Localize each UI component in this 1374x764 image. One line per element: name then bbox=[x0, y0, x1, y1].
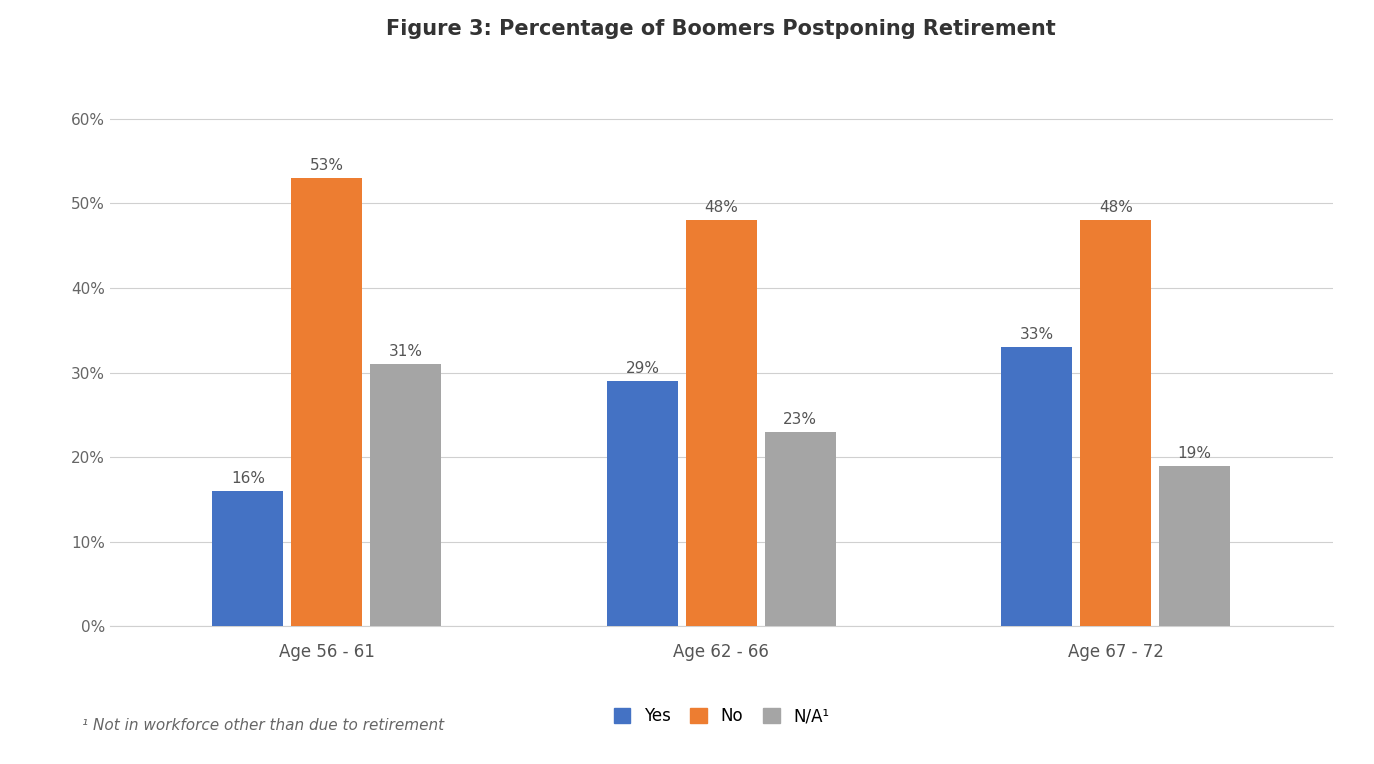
Bar bbox=[1160, 466, 1230, 626]
Bar bbox=[765, 432, 835, 626]
Bar bbox=[686, 220, 757, 626]
Bar bbox=[1002, 347, 1073, 626]
Legend: Yes, No, N/A¹: Yes, No, N/A¹ bbox=[607, 701, 835, 732]
Bar bbox=[370, 364, 441, 626]
Text: ¹ Not in workforce other than due to retirement: ¹ Not in workforce other than due to ret… bbox=[82, 718, 445, 733]
Text: 48%: 48% bbox=[705, 200, 738, 215]
Text: 48%: 48% bbox=[1099, 200, 1132, 215]
Bar bbox=[607, 381, 677, 626]
Text: 19%: 19% bbox=[1178, 445, 1212, 461]
Text: 53%: 53% bbox=[311, 158, 344, 173]
Bar bbox=[291, 178, 363, 626]
Bar bbox=[1080, 220, 1151, 626]
Title: Figure 3: Percentage of Boomers Postponing Retirement: Figure 3: Percentage of Boomers Postponi… bbox=[386, 19, 1057, 39]
Text: 33%: 33% bbox=[1020, 327, 1054, 342]
Text: 16%: 16% bbox=[231, 471, 265, 486]
Bar bbox=[213, 491, 283, 626]
Text: 31%: 31% bbox=[389, 344, 423, 359]
Text: 29%: 29% bbox=[625, 361, 660, 376]
Text: 23%: 23% bbox=[783, 412, 818, 427]
